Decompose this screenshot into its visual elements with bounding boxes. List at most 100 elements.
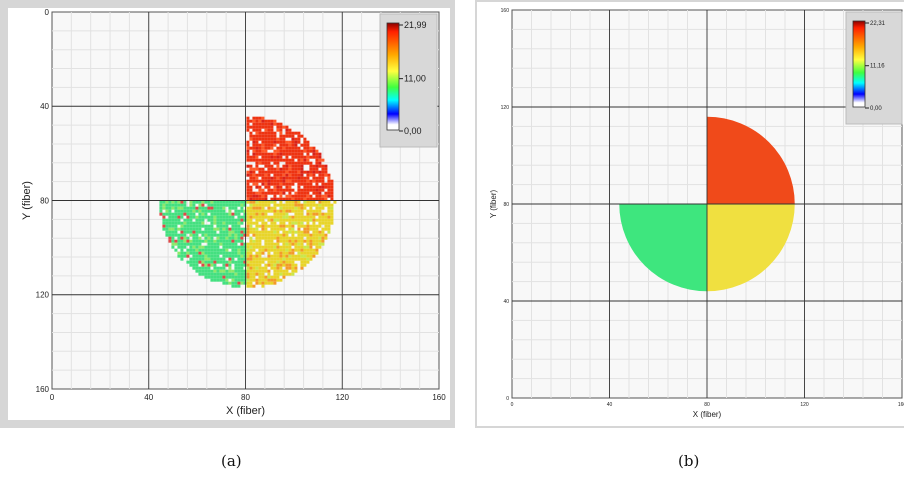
data-cell [258,203,262,207]
data-cell [195,245,199,249]
data-cell [276,167,280,171]
data-cell [225,245,229,249]
data-cell [207,260,211,264]
data-cell [228,227,232,231]
data-cell [243,230,247,234]
data-cell [267,230,271,234]
data-cell [315,155,319,159]
data-cell [276,248,280,252]
data-cell [183,218,187,222]
data-cell [195,230,199,234]
data-cell [288,191,292,195]
data-cell [174,200,178,204]
data-cell [249,212,253,216]
data-cell [243,269,247,273]
data-cell [207,200,211,204]
data-cell [180,209,184,213]
data-cell [195,218,199,222]
data-cell [246,116,250,120]
data-cell [264,209,268,213]
data-cell [162,200,166,204]
data-cell [192,221,196,225]
data-cell [174,206,178,210]
data-cell [324,173,328,177]
quadrant-lower-right [707,204,795,292]
data-cell [306,146,310,150]
data-cell [303,143,307,147]
data-cell [201,260,205,264]
data-cell [297,149,301,153]
y-tick-label: 160 [36,385,50,394]
data-cell [291,242,295,246]
data-cell [276,161,280,165]
data-cell [300,173,304,177]
data-cell [279,173,283,177]
data-cell [198,248,202,252]
data-cell [252,152,256,156]
data-cell [237,239,241,243]
data-cell [261,182,265,186]
data-cell [252,119,256,123]
data-cell [288,128,292,132]
data-cell [216,275,220,279]
data-cell [261,170,265,174]
data-cell [189,206,193,210]
data-cell [213,200,217,204]
data-cell [321,176,325,180]
data-cell [303,149,307,153]
data-cell [273,215,277,219]
data-cell [261,248,265,252]
data-cell [297,191,301,195]
data-cell [291,200,295,204]
data-cell [210,230,214,234]
data-cell [210,257,214,261]
data-cell [240,266,244,270]
data-cell [261,119,265,123]
data-cell [246,251,250,255]
data-cell [162,206,166,210]
data-cell [282,257,286,261]
data-cell [258,272,262,276]
data-cell [252,239,256,243]
data-cell [330,197,334,201]
data-cell [276,218,280,222]
data-cell [327,185,331,189]
data-cell [309,188,313,192]
data-cell [264,191,268,195]
data-cell [234,230,238,234]
data-cell [267,248,271,252]
data-cell [201,239,205,243]
data-cell [225,233,229,237]
data-cell [261,158,265,162]
data-cell [264,176,268,180]
data-cell [168,227,172,231]
y-axis-label: Y (fiber) [21,181,33,220]
data-cell [198,230,202,234]
data-cell [198,218,202,222]
data-cell [327,191,331,195]
data-cell [234,206,238,210]
data-cell [318,218,322,222]
data-cell [297,239,301,243]
data-cell [255,236,259,240]
data-cell [258,200,262,204]
data-cell [252,143,256,147]
data-cell [306,191,310,195]
data-cell [183,251,187,255]
data-cell [228,221,232,225]
data-cell [303,176,307,180]
data-cell [330,218,334,222]
data-cell [225,260,229,264]
data-cell [255,254,259,258]
data-cell [321,221,325,225]
data-cell [234,242,238,246]
data-cell [252,179,256,183]
data-cell [213,215,217,219]
data-cell [258,152,262,156]
data-cell [309,251,313,255]
data-cell [258,167,262,171]
data-cell [327,173,331,177]
data-cell [261,224,265,228]
data-cell [279,191,283,195]
data-cell [234,209,238,213]
